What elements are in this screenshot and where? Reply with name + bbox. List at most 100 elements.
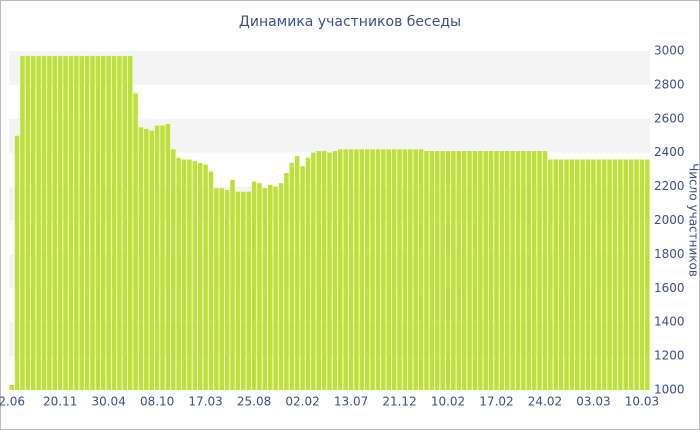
bar: [338, 149, 343, 390]
bar: [601, 159, 607, 390]
bar: [607, 159, 612, 390]
bar: [30, 56, 36, 391]
bar: [74, 56, 79, 391]
bar: [36, 56, 41, 391]
bar: [434, 151, 440, 390]
bar: [628, 159, 634, 390]
bar: [300, 166, 305, 390]
bar: [381, 149, 386, 390]
bar: [364, 149, 370, 390]
x-tick-label: 30.04: [91, 395, 125, 409]
bar: [467, 151, 472, 390]
y-tick-label: 2200: [654, 179, 685, 193]
bar: [165, 123, 171, 390]
bar: [20, 56, 25, 391]
bar: [542, 151, 548, 390]
bar: [47, 56, 52, 391]
bar: [429, 151, 435, 390]
bar: [144, 128, 149, 390]
bar: [25, 56, 31, 391]
bar: [63, 56, 68, 391]
bar: [375, 149, 381, 390]
bar: [138, 127, 144, 391]
bar: [402, 149, 408, 390]
bar: [122, 56, 128, 391]
bar: [41, 56, 47, 391]
bar: [612, 159, 618, 390]
bar: [504, 151, 510, 390]
bar: [526, 151, 532, 390]
bar: [548, 159, 553, 390]
bar: [456, 151, 462, 390]
bar: [311, 152, 316, 390]
bar: [246, 191, 251, 390]
y-tick-label: 1400: [654, 315, 685, 329]
bar: [219, 188, 225, 390]
bar: [515, 151, 521, 390]
x-tick-label: 17.02: [479, 395, 513, 409]
bar: [133, 93, 138, 390]
bar: [224, 189, 230, 390]
bar: [208, 171, 214, 390]
bar: [273, 186, 278, 390]
bar: [397, 149, 402, 390]
bar: [68, 56, 74, 391]
bar: [418, 149, 424, 390]
y-tick-label: 1800: [654, 247, 685, 261]
bar: [192, 161, 198, 390]
y-tick-label: 3000: [654, 44, 685, 58]
x-tick-label: 02.02: [285, 395, 319, 409]
bar: [181, 159, 187, 390]
bar: [251, 181, 257, 390]
bar: [440, 151, 445, 390]
bar: [354, 149, 359, 390]
bar: [117, 56, 122, 391]
bar: [461, 151, 467, 390]
bar: [537, 151, 542, 390]
y-tick-label: 2000: [654, 213, 685, 227]
bar: [451, 151, 456, 390]
bar: [408, 149, 413, 390]
bar: [187, 159, 192, 390]
bar: [343, 149, 348, 390]
bar: [52, 56, 58, 391]
bar: [84, 56, 90, 391]
bar: [154, 125, 160, 390]
bar: [284, 173, 289, 390]
bar: [305, 157, 311, 390]
x-tick-label: 20.11: [43, 395, 77, 409]
bar: [327, 152, 332, 390]
bar: [262, 188, 268, 390]
bar: [618, 159, 623, 390]
bar: [585, 159, 591, 390]
bar: [483, 151, 488, 390]
bar: [203, 164, 208, 390]
bar: [101, 56, 106, 391]
bar: [95, 56, 101, 391]
x-tick-label: 08.10: [140, 395, 174, 409]
bar: [558, 159, 564, 390]
y-tick-label: 2400: [654, 145, 685, 159]
bar: [127, 56, 133, 391]
bar: [176, 157, 181, 390]
bar: [316, 151, 321, 390]
y-tick-label: 1600: [654, 281, 685, 295]
bar: [531, 151, 537, 390]
bar: [160, 125, 165, 390]
bar: [90, 56, 95, 391]
y-tick-label: 1200: [654, 349, 685, 363]
bar: [241, 191, 246, 390]
bar: [623, 159, 629, 390]
bar: [596, 159, 602, 390]
bar: [445, 151, 451, 390]
bar: [521, 151, 526, 390]
bar: [645, 159, 650, 390]
bar: [278, 183, 284, 390]
bar: [580, 159, 585, 390]
y-tick-label: 2600: [654, 111, 685, 125]
bar: [171, 149, 176, 390]
bar: [9, 384, 14, 390]
bar: [267, 184, 273, 390]
bar: [235, 191, 241, 390]
